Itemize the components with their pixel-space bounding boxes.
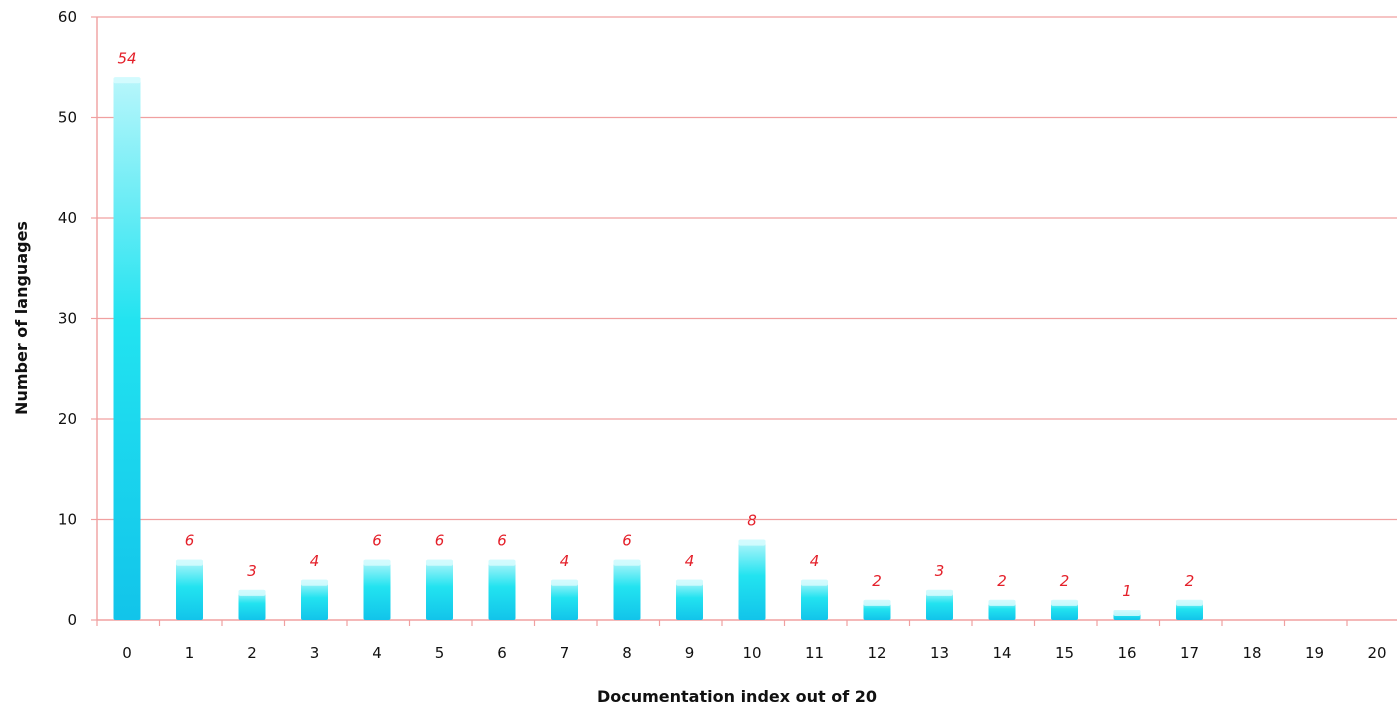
x-axis-title: Documentation index out of 20: [597, 687, 877, 706]
bar: [363, 559, 391, 620]
bar-highlight: [926, 589, 953, 596]
bar-highlight: [176, 559, 203, 566]
bar-value-label: 4: [810, 552, 820, 570]
bar-highlight: [613, 559, 641, 566]
y-tick-label: 20: [58, 410, 77, 428]
x-tick-label: 14: [992, 644, 1011, 662]
bar-value-label: 4: [310, 552, 320, 570]
x-tick-label: 7: [560, 644, 570, 662]
bar: [301, 579, 328, 620]
x-tick-label: 4: [372, 644, 382, 662]
y-tick-label: 40: [58, 209, 77, 227]
x-tick-label: 5: [435, 644, 445, 662]
x-tick-label: 6: [497, 644, 507, 662]
y-axis-title: Number of languages: [12, 221, 31, 415]
bar: [238, 589, 266, 620]
bar-highlight: [863, 599, 891, 606]
bar-value-label: 2: [997, 572, 1007, 590]
x-tick-label: 16: [1117, 644, 1136, 662]
y-tick-label: 30: [58, 310, 77, 328]
bar: [488, 559, 516, 620]
bar-highlight: [1176, 599, 1203, 606]
x-tick-label: 8: [622, 644, 632, 662]
bar: [113, 77, 141, 621]
bar: [426, 559, 453, 620]
x-tick-label: 15: [1055, 644, 1074, 662]
bar: [801, 579, 828, 620]
bar-highlight: [551, 579, 578, 586]
x-tick-label: 17: [1180, 644, 1199, 662]
data-labels: 54 6 3 4 6 6 6 4 6 4 8 4 2 3 2 2 1 2: [117, 49, 1194, 600]
bar-value-label: 54: [117, 49, 136, 67]
bar-value-label: 4: [560, 552, 570, 570]
bar-value-label: 2: [1060, 572, 1070, 590]
x-tick-label: 2: [247, 644, 257, 662]
y-tick-labels: 0 10 20 30 40 50 60: [58, 8, 77, 629]
x-tick-label: 11: [805, 644, 824, 662]
x-tick-label: 18: [1242, 644, 1261, 662]
x-tick-labels: 0 1 2 3 4 5 6 7 8 9 10 11 12 13 14 15 16 17 18 19 20: [122, 644, 1386, 662]
bar-highlight: [488, 559, 516, 566]
bar: [551, 579, 578, 620]
bar-value-label: 6: [622, 532, 632, 550]
bar-value-label: 6: [497, 532, 507, 550]
bar-highlight: [113, 77, 141, 84]
bar: [738, 539, 766, 620]
bar-highlight: [426, 559, 453, 566]
bar: [613, 559, 641, 620]
bar-value-label: 3: [247, 562, 257, 580]
x-tick-label: 3: [310, 644, 320, 662]
bar-highlight: [676, 579, 703, 586]
bar-highlight: [1051, 599, 1078, 606]
bar: [176, 559, 203, 620]
bar-value-label: 6: [185, 532, 195, 550]
bar-value-label: 6: [372, 532, 382, 550]
bar-highlight: [238, 589, 266, 596]
bar-highlight: [801, 579, 828, 586]
bar-value-label: 2: [872, 572, 882, 590]
axes: [91, 16, 1397, 626]
x-tick-label: 20: [1367, 644, 1386, 662]
x-tick-label: 10: [742, 644, 761, 662]
y-tick-label: 0: [67, 611, 77, 629]
bar-value-label: 6: [435, 532, 445, 550]
x-tick-label: 0: [122, 644, 132, 662]
bar: [926, 589, 953, 620]
x-tick-label: 9: [685, 644, 695, 662]
x-tick-label: 12: [867, 644, 886, 662]
gridlines: [97, 16, 1397, 521]
bar-value-label: 8: [747, 512, 757, 530]
x-tick-label: 1: [185, 644, 195, 662]
bar-value-label: 3: [935, 562, 945, 580]
y-tick-label: 60: [58, 8, 77, 26]
bar-highlight: [1113, 609, 1141, 616]
bar-value-label: 2: [1185, 572, 1195, 590]
bar-highlight: [988, 599, 1016, 606]
bar-highlight: [363, 559, 391, 566]
bar-highlight: [301, 579, 328, 586]
bar-highlight: [738, 539, 766, 546]
bars: [113, 77, 1203, 621]
y-tick-label: 10: [58, 511, 77, 529]
x-tick-label: 19: [1305, 644, 1324, 662]
bar: [676, 579, 703, 620]
bar-value-label: 4: [685, 552, 695, 570]
y-tick-label: 50: [58, 109, 77, 127]
bar-value-label: 1: [1122, 582, 1132, 600]
x-tick-label: 13: [930, 644, 949, 662]
